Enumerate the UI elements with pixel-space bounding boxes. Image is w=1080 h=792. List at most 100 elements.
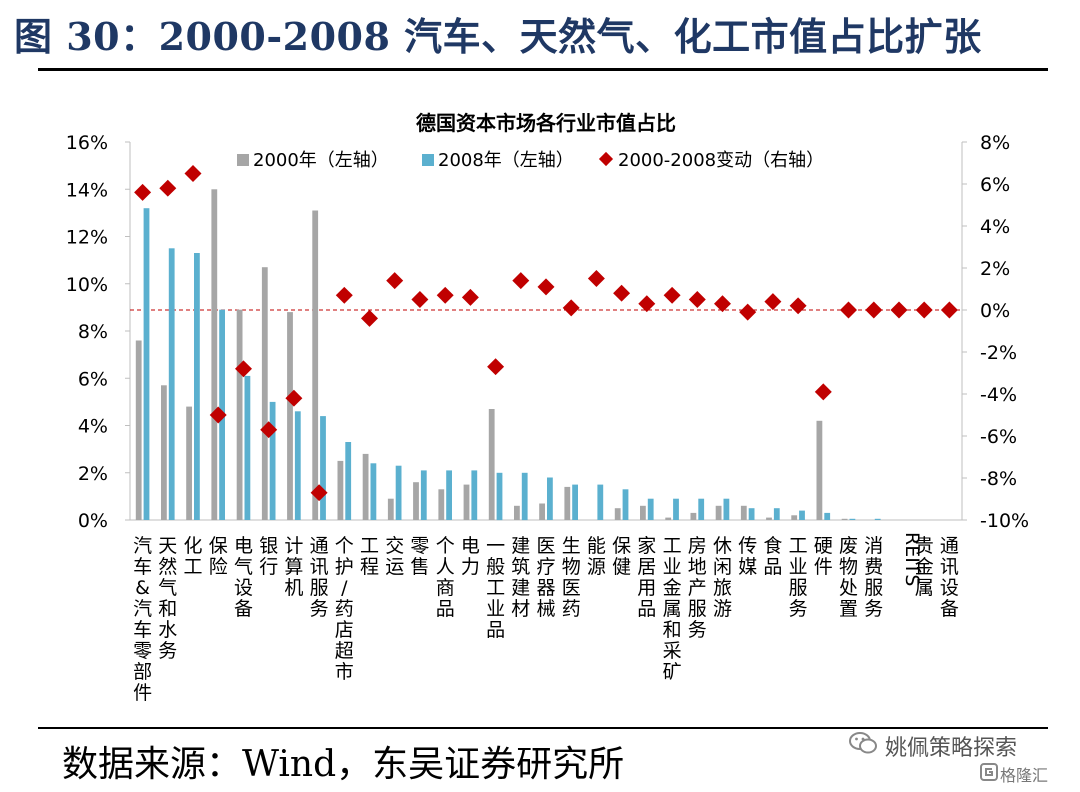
x-tick-label: 天然气和水务 (158, 535, 177, 662)
bar-2008 (572, 484, 578, 520)
x-tick-label: 保险 (209, 535, 228, 578)
x-axis-labels: 汽车&汽车零部件天然气和水务化工保险电气设备银行计算机通讯服务个护/药店超市工程… (133, 532, 959, 704)
bar-2000 (816, 420, 823, 520)
x-tick-label: 能源 (587, 535, 606, 578)
chart-title: 德国资本市场各行业市值占比 (416, 111, 676, 135)
x-tick-label: 计算机 (284, 535, 303, 599)
bar-2008 (547, 477, 553, 520)
bar-2008 (395, 465, 402, 520)
legend-swatch-2000 (237, 154, 249, 166)
bar-2000 (640, 505, 646, 520)
bar-2008 (874, 518, 881, 520)
change-marker (436, 286, 454, 304)
x-tick-label: 银行 (259, 535, 278, 578)
x-tick-label: 贵金属 (915, 535, 934, 599)
change-marker (890, 301, 908, 319)
bar-2000 (413, 482, 419, 520)
change-marker (209, 406, 227, 424)
bar-2000 (463, 484, 470, 520)
bar-2008 (824, 512, 831, 520)
bar-2008 (496, 472, 503, 521)
x-tick-label: 交运 (385, 535, 404, 578)
change-marker (663, 286, 681, 304)
x-tick-label: 休闲旅游 (713, 535, 732, 620)
bar-2000 (261, 267, 268, 520)
x-tick-label: 消费服务 (864, 535, 883, 620)
legend: 2000年（左轴） 2008年（左轴） 2000-2008变动（右轴） (237, 150, 824, 171)
figure-title: 图 30：2000-2008 汽车、天然气、化工市值占比扩张 (14, 14, 982, 59)
legend-label-2000: 2000年（左轴） (253, 150, 389, 171)
x-tick-label: 废物处置 (839, 535, 858, 620)
x-tick-label: 个护/药店超市 (335, 535, 354, 683)
x-tick-label: 建筑建材 (511, 535, 530, 620)
x-tick-label: 通讯设备 (940, 535, 959, 620)
x-tick-label: 零售 (410, 535, 429, 578)
bar-2008 (345, 442, 352, 520)
bar-2008 (521, 472, 528, 521)
change-marker (159, 179, 177, 197)
left-tick-label: 16% (66, 132, 108, 154)
left-tick-label: 6% (78, 368, 108, 390)
change-marker (537, 278, 555, 296)
title-rule (38, 68, 1048, 71)
change-marker (487, 358, 505, 376)
change-markers (134, 165, 958, 502)
bar-2000 (438, 489, 445, 520)
change-marker (335, 286, 353, 304)
change-marker (865, 301, 883, 319)
change-marker (764, 293, 782, 311)
bar-2008 (773, 508, 780, 520)
bar-2008 (269, 401, 276, 520)
x-tick-label: 通讯服务 (310, 535, 329, 620)
legend-marker-change (598, 151, 614, 167)
change-marker (562, 299, 580, 317)
change-marker (285, 389, 303, 407)
bar-2000 (211, 189, 218, 521)
change-marker (184, 165, 202, 182)
change-marker (461, 288, 479, 306)
change-marker (789, 297, 807, 315)
bar-2000 (362, 453, 369, 520)
left-tick-label: 0% (78, 510, 108, 532)
bar-2008 (294, 411, 301, 520)
legend-label-2008: 2008年（左轴） (438, 150, 574, 171)
chart: 德国资本市场各行业市值占比 2000年（左轴） 2008年（左轴） 2000-2… (66, 111, 1029, 704)
right-tick-label: 2% (980, 258, 1010, 280)
right-tick-label: 8% (980, 132, 1010, 154)
change-marker (940, 301, 958, 319)
x-tick-label: 汽车&汽车零部件 (133, 535, 152, 704)
bars (135, 189, 881, 521)
right-tick-label: 6% (980, 174, 1010, 196)
right-tick-label: -2% (980, 342, 1017, 364)
footer-rule (38, 727, 1048, 729)
bar-2000 (690, 512, 697, 520)
change-marker (512, 272, 530, 290)
change-marker (613, 284, 631, 302)
change-marker (688, 291, 706, 308)
x-tick-label: 房地产服务 (688, 535, 707, 641)
x-tick-label: REITS (901, 532, 923, 586)
bar-2008 (799, 510, 805, 520)
source-note: 数据来源：Wind，东吴证券研究所 (62, 744, 625, 785)
bar-2008 (647, 498, 654, 520)
bar-2000 (740, 505, 747, 520)
bar-2008 (471, 470, 478, 520)
bar-2000 (488, 409, 495, 520)
bar-2000 (564, 486, 571, 520)
axes: 0% 2% 4% 6% 8% 10% 12% 14% 16% -10% -8% -6% -4% -2% 0%… (66, 132, 1029, 532)
x-tick-label: 生物医药 (562, 535, 581, 620)
x-tick-label: 一般工业品 (486, 535, 505, 641)
x-tick-label: 家居用品 (637, 535, 656, 620)
x-tick-label: 传媒 (738, 535, 757, 578)
right-tick-label: -4% (980, 384, 1017, 406)
change-marker (814, 383, 832, 401)
change-marker (134, 183, 152, 201)
watermark-account: 姚佩策略探索 (885, 736, 1018, 761)
right-tick-label: -10% (980, 510, 1029, 532)
left-tick-label: 10% (66, 274, 108, 296)
left-tick-label: 12% (66, 227, 108, 249)
right-tick-label: -6% (980, 426, 1017, 448)
bar-2000 (715, 505, 722, 520)
x-tick-label: 保健 (612, 535, 631, 578)
bar-2000 (287, 312, 293, 520)
